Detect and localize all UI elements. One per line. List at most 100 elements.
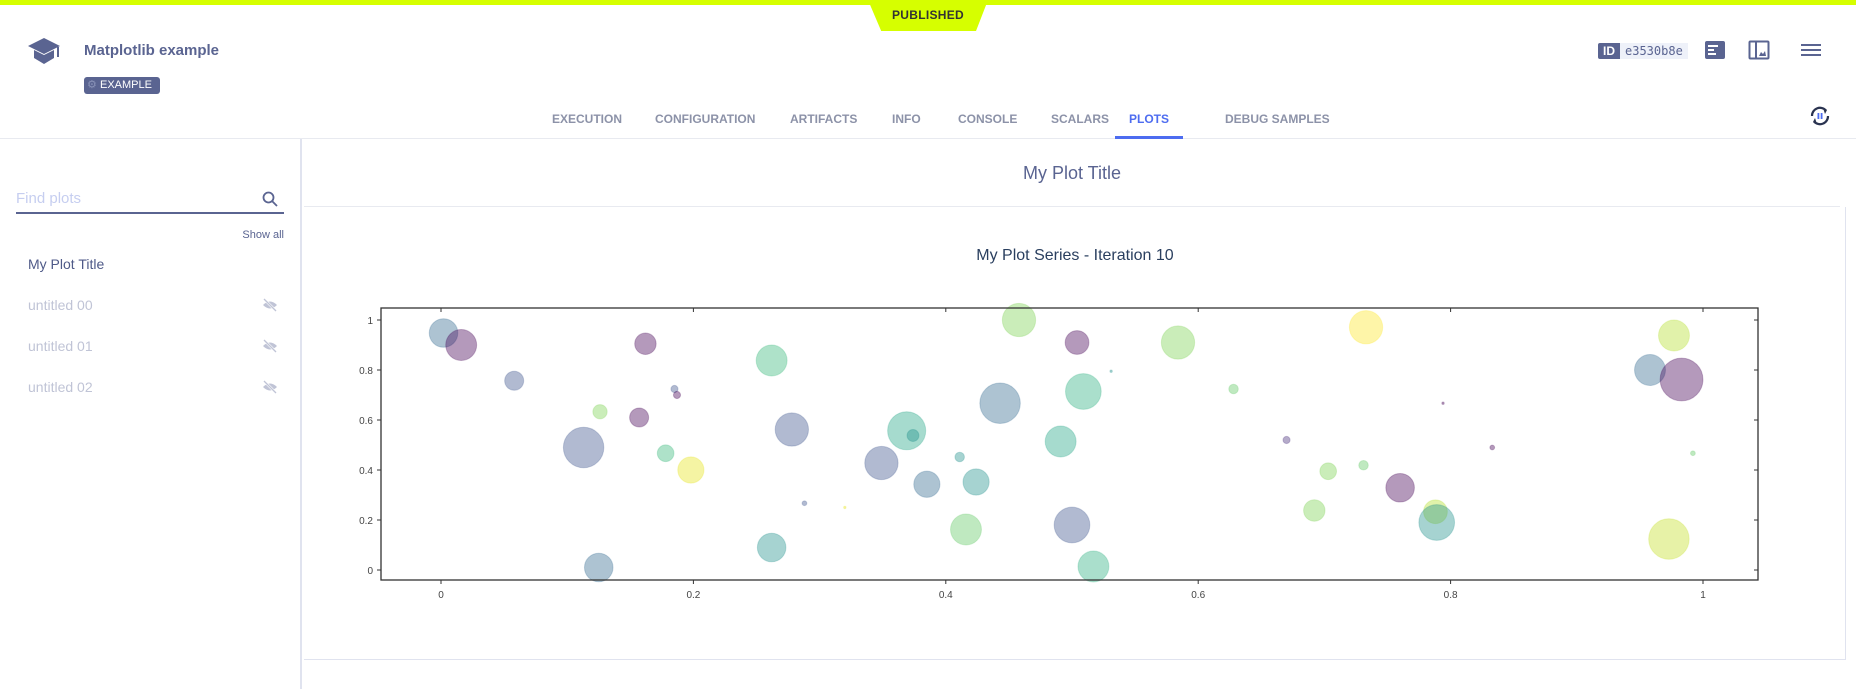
data-point <box>1109 369 1113 373</box>
menu-icon[interactable] <box>1800 40 1822 60</box>
plot-item-label: untitled 01 <box>28 338 93 354</box>
data-point <box>1064 330 1090 355</box>
status-badge: PUBLISHED <box>868 0 988 31</box>
data-point <box>843 505 847 510</box>
x-tick-label: 0 <box>438 590 444 601</box>
layout-icon[interactable] <box>1748 40 1770 60</box>
data-point <box>1228 383 1239 395</box>
task-id[interactable]: ID e3530b8e <box>1598 43 1688 59</box>
y-tick-label: 1 <box>367 316 373 327</box>
data-point <box>1385 472 1415 503</box>
id-label: ID <box>1598 43 1620 59</box>
data-point <box>1282 435 1291 445</box>
data-point <box>864 445 899 481</box>
id-value: e3530b8e <box>1620 43 1688 59</box>
data-point <box>1634 354 1666 386</box>
data-point <box>677 456 705 484</box>
tag-label: EXAMPLE <box>100 79 152 91</box>
plot-item-label: untitled 02 <box>28 379 93 395</box>
y-tick-label: 0.4 <box>359 466 373 477</box>
data-point <box>1423 499 1448 525</box>
data-point <box>1077 550 1110 583</box>
x-tick-label: 0.6 <box>1191 590 1205 601</box>
tab-bar: EXECUTION CONFIGURATION ARTIFACTS INFO C… <box>0 104 1856 139</box>
x-tick-label: 0.4 <box>939 590 953 601</box>
eye-off-icon[interactable] <box>262 339 278 353</box>
x-tick-label: 0.8 <box>1444 590 1458 601</box>
tab-configuration[interactable]: CONFIGURATION <box>655 112 756 126</box>
tab-info[interactable]: INFO <box>892 112 921 126</box>
tab-scalars[interactable]: SCALARS <box>1051 112 1110 126</box>
y-tick-label: 0.8 <box>359 366 373 377</box>
search-placeholder: Find plots <box>16 190 82 207</box>
data-point <box>1648 518 1690 560</box>
data-point <box>1044 425 1077 458</box>
show-all-link[interactable]: Show all <box>242 229 284 241</box>
x-tick-label: 0.2 <box>686 590 700 601</box>
data-point <box>950 513 982 546</box>
data-point <box>756 532 787 563</box>
data-point <box>629 407 650 428</box>
data-point <box>979 382 1021 424</box>
graduation-cap-icon <box>28 38 60 64</box>
tab-console[interactable]: CONSOLE <box>958 112 1018 126</box>
tab-execution[interactable]: EXECUTION <box>552 112 623 126</box>
data-point <box>954 451 965 463</box>
plot-card: My Plot Series - Iteration 10 0 0 0.2 0.2 0.… <box>304 207 1846 660</box>
data-point <box>755 344 788 377</box>
plot-list-item[interactable]: My Plot Title <box>28 256 286 272</box>
data-point <box>1659 357 1704 402</box>
data-point <box>592 404 608 420</box>
task-title: Matplotlib example <box>84 42 220 59</box>
data-point <box>445 329 478 361</box>
data-point <box>634 332 657 355</box>
y-tick-label: 0.6 <box>359 416 373 427</box>
data-point <box>672 390 682 400</box>
data-point <box>1489 444 1496 451</box>
data-point <box>801 500 808 507</box>
data-point <box>1658 319 1690 352</box>
tag-badge[interactable]: ⚙ EXAMPLE <box>84 77 160 94</box>
data-point <box>1441 401 1445 405</box>
plot-list-item[interactable]: untitled 02 <box>28 379 286 395</box>
plot-group-title: My Plot Title <box>304 139 1840 207</box>
data-point <box>1319 462 1338 481</box>
data-point <box>562 426 605 469</box>
data-point <box>1001 302 1037 338</box>
plots-panel: My Plot Title My Plot Series - Iteration… <box>304 139 1856 689</box>
plot-list-item[interactable]: untitled 00 <box>28 297 286 313</box>
tab-debug-samples[interactable]: DEBUG SAMPLES <box>1225 112 1330 126</box>
search-icon[interactable] <box>262 191 278 207</box>
data-point <box>1690 450 1696 457</box>
scatter-chart[interactable]: 0 0 0.2 0.2 0.4 0.4 0.6 0.6 0.8 0.8 1 1 <box>304 207 1846 660</box>
data-point <box>1303 499 1326 522</box>
find-plots-input[interactable]: Find plots <box>16 187 284 214</box>
refresh-pause-icon[interactable] <box>1808 104 1832 128</box>
tab-artifacts[interactable]: ARTIFACTS <box>790 112 858 126</box>
data-point <box>504 370 525 391</box>
info-panel-icon[interactable] <box>1704 40 1726 60</box>
data-point <box>583 552 614 583</box>
data-point <box>1348 310 1384 345</box>
y-tick-label: 0.2 <box>359 516 373 527</box>
chart-title: My Plot Series - Iteration 10 <box>976 247 1174 264</box>
plot-list-item[interactable]: untitled 01 <box>28 338 286 354</box>
data-point <box>887 411 927 451</box>
data-point <box>913 470 941 498</box>
data-point <box>774 412 809 447</box>
tab-plots[interactable]: PLOTS <box>1115 112 1184 139</box>
data-point <box>428 318 459 348</box>
data-point <box>962 468 990 496</box>
plot-frame <box>380 307 1759 581</box>
data-point <box>656 444 675 463</box>
data-point <box>1418 504 1456 541</box>
data-point <box>670 384 679 394</box>
y-tick-label: 0 <box>367 566 373 577</box>
plots-sidebar: Find plots Show all My Plot Title untitl… <box>0 139 302 689</box>
gear-icon: ⚙ <box>87 79 97 91</box>
eye-off-icon[interactable] <box>262 380 278 394</box>
data-point <box>1160 325 1196 360</box>
data-point <box>906 429 920 442</box>
eye-off-icon[interactable] <box>262 298 278 312</box>
data-point <box>1065 373 1102 410</box>
